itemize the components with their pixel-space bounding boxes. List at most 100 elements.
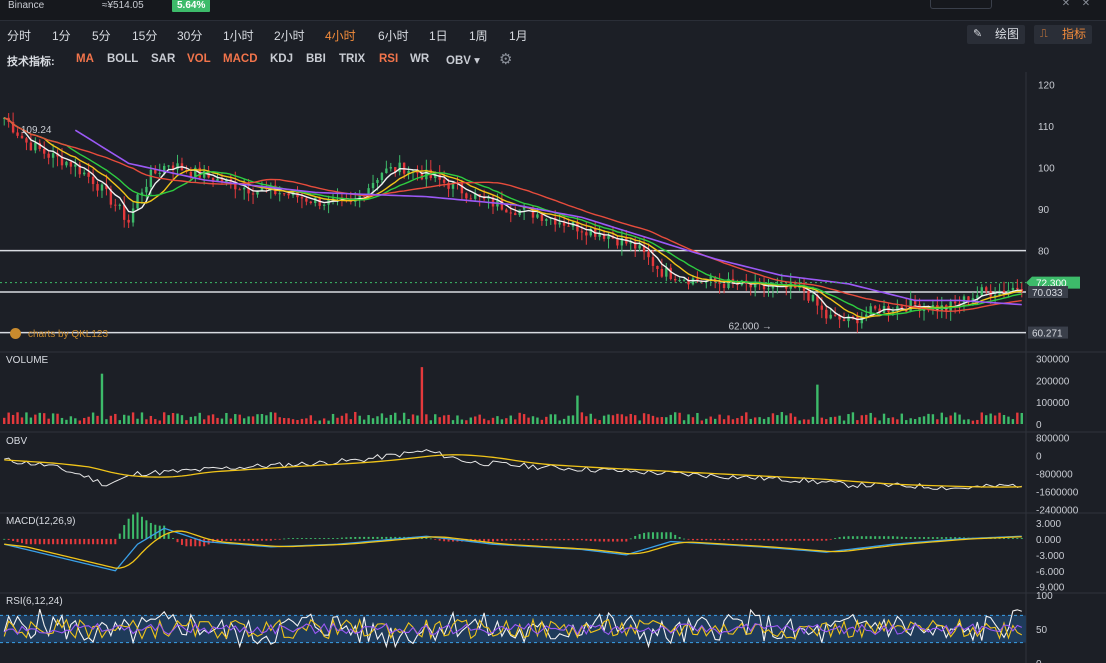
indicator-kdj[interactable]: KDJ [270,53,294,65]
volume-bar [420,367,424,424]
candle-body [580,231,584,233]
macd-hist-bar [16,538,19,543]
volume-bar [478,414,481,424]
timeframe-10[interactable]: 1周 [469,29,488,43]
volume-bar [176,413,179,424]
macd-hist-bar [500,538,503,541]
candle-body [287,193,290,196]
rsi-ytick-2: 0 [1036,659,1042,663]
macd-hist-bar [940,537,943,539]
indicator-boll[interactable]: BOLL [107,53,139,65]
macd-hist-bar [96,538,99,545]
gear-icon[interactable]: ⚙ [499,51,513,68]
minimize-icon[interactable]: ✕ [1061,0,1071,9]
volume-bar [274,412,277,424]
volume-bar [718,414,721,424]
price-ytick-2: 100 [1038,164,1055,175]
price-ytick-1: 110 [1038,122,1054,133]
market-header: Binance ≈¥514.05 5.64% ✕ ✕ [0,0,1106,21]
hline-tag-0 [1028,286,1068,299]
indicator-obv[interactable]: OBV ▾ [446,55,480,67]
indicator-ma[interactable]: MA [76,53,94,65]
volume-bar [594,418,597,424]
timeframe-6[interactable]: 2小时 [274,29,305,43]
candle-body [47,153,50,158]
candle-body [189,171,193,177]
macd-hist-bar [807,538,810,541]
macd-hist-bar [918,537,921,539]
candle-body [278,193,281,195]
volume-bar [207,415,210,424]
price-ytick-0: 120 [1038,80,1055,91]
obv-ytick-4: -2400000 [1036,506,1079,517]
timeframe-1[interactable]: 1分 [52,29,71,43]
macd-hist-bar [56,538,59,545]
volume-bar [913,419,917,424]
close-icon[interactable]: ✕ [1081,0,1091,9]
candle-body [300,197,304,199]
volume-bar [318,420,321,424]
timeframe-7[interactable]: 4小时 [325,29,356,43]
timeframe-3[interactable]: 15分 [132,29,158,43]
timeframe-11[interactable]: 1月 [509,29,528,43]
volume-bar [465,420,468,424]
volume-bar [585,416,588,424]
timeframe-2[interactable]: 5分 [92,29,111,43]
volume-bar [922,416,926,424]
macd-hist-bar [700,538,703,541]
volume-bar [531,416,535,424]
indicator-trix[interactable]: TRIX [339,53,366,65]
candle-body [869,306,872,315]
macd-hist-bar [740,538,743,541]
timeframe-4[interactable]: 30分 [177,29,203,43]
indicator-wr[interactable]: WR [410,53,430,65]
macd-hist-bar [696,538,699,541]
candle-body [749,284,752,288]
timeframe-5[interactable]: 1小时 [223,29,254,43]
macd-hist-bar [265,538,268,541]
indicator-button[interactable]: ⎍ 指标 [1034,25,1092,44]
indicator-macd[interactable]: MACD [223,53,258,65]
macd-hist-bar [176,538,179,543]
indicator-sar[interactable]: SAR [151,53,176,65]
macd-hist-bar [1016,537,1019,539]
indicator-bbi[interactable]: BBI [306,53,326,65]
macd-hist-bar [651,532,654,539]
timeframe-0[interactable]: 分时 [7,29,32,43]
volume-bar [198,412,201,424]
candle-body [562,222,566,226]
search-field[interactable] [930,0,992,9]
volume-bar [122,414,126,424]
macd-hist-bar [771,538,774,541]
volume-bar [709,416,712,424]
candle-body [176,163,179,170]
draw-button[interactable]: ✎ 绘图 [967,25,1025,44]
volume-bar [1002,414,1006,424]
volume-bar [896,419,899,424]
candle-body [234,181,237,190]
candle-body [60,156,64,166]
candle-body [585,232,588,236]
macd-hist-bar [203,538,206,547]
macd-hist-bar [7,538,10,540]
volume-bar [251,416,255,424]
price-cny: ≈¥514.05 [102,0,144,11]
candle-body [713,276,717,282]
macd-hist-bar [878,536,881,539]
volume-bar [540,419,544,424]
volume-bar [140,412,144,424]
timeframe-8[interactable]: 6小时 [378,29,409,43]
volume-bar [202,419,206,424]
indicator-vol[interactable]: VOL [187,53,211,65]
hline-tag-1 [1028,326,1068,339]
volume-bar [358,415,361,424]
candle-body [878,308,881,314]
macd-hist-bar [509,538,512,541]
volume-ytick-0: 300000 [1036,354,1070,365]
timeframe-9[interactable]: 1日 [429,29,448,43]
candle-body [309,201,313,204]
candle-body [727,278,730,289]
indicator-rsi[interactable]: RSI [379,53,399,65]
ma10-line [3,117,1022,319]
